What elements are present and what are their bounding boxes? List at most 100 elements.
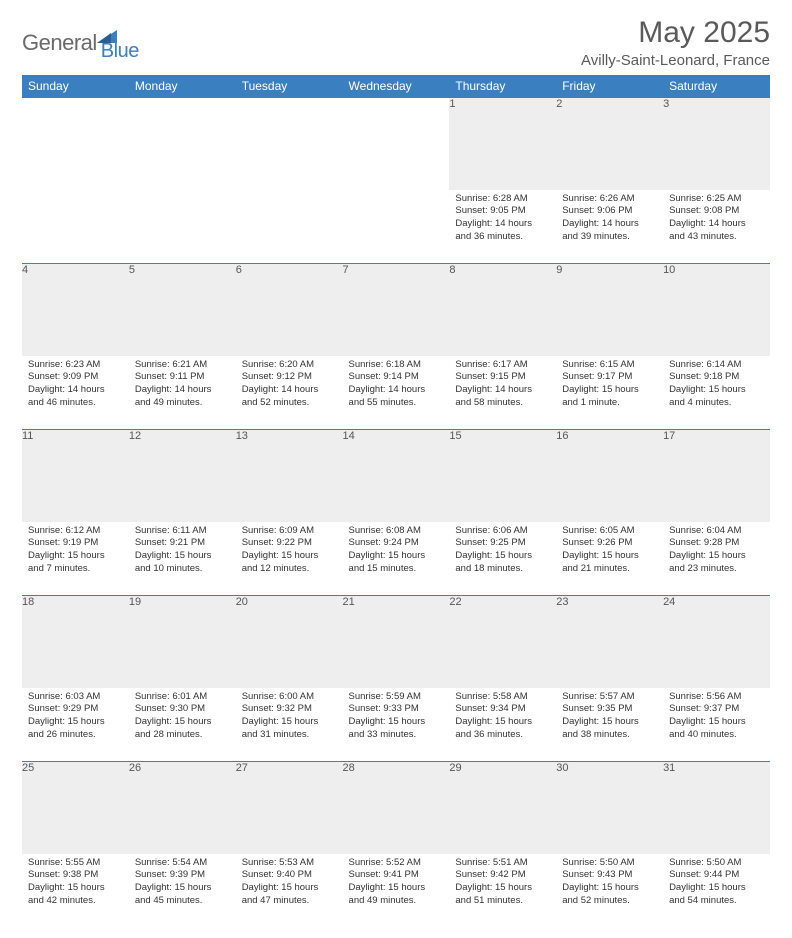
day-header-row: SundayMondayTuesdayWednesdayThursdayFrid…	[22, 75, 770, 98]
date-body-row: Sunrise: 6:03 AMSunset: 9:29 PMDaylight:…	[22, 688, 770, 762]
date-number-cell: 21	[343, 596, 450, 688]
date-number-cell: 18	[22, 596, 129, 688]
date-number-row: 123	[22, 98, 770, 190]
day-details: Sunrise: 6:25 AMSunset: 9:08 PMDaylight:…	[663, 190, 770, 246]
date-number-cell: 30	[556, 762, 663, 854]
date-number-cell: 2	[556, 98, 663, 190]
date-number-row: 25262728293031	[22, 762, 770, 854]
calendar-table: SundayMondayTuesdayWednesdayThursdayFrid…	[22, 75, 770, 928]
date-number-cell: 14	[343, 430, 450, 522]
day-details: Sunrise: 5:56 AMSunset: 9:37 PMDaylight:…	[663, 688, 770, 744]
day-details: Sunrise: 5:57 AMSunset: 9:35 PMDaylight:…	[556, 688, 663, 744]
date-number-cell: 31	[663, 762, 770, 854]
date-body-cell: Sunrise: 5:59 AMSunset: 9:33 PMDaylight:…	[343, 688, 450, 762]
day-details: Sunrise: 6:08 AMSunset: 9:24 PMDaylight:…	[343, 522, 450, 578]
date-body-cell: Sunrise: 5:53 AMSunset: 9:40 PMDaylight:…	[236, 854, 343, 928]
date-number-cell: 4	[22, 264, 129, 356]
day-details: Sunrise: 6:05 AMSunset: 9:26 PMDaylight:…	[556, 522, 663, 578]
day-details: Sunrise: 6:17 AMSunset: 9:15 PMDaylight:…	[449, 356, 556, 412]
day-header: Sunday	[22, 75, 129, 98]
date-body-cell: Sunrise: 5:56 AMSunset: 9:37 PMDaylight:…	[663, 688, 770, 762]
date-body-cell	[22, 190, 129, 264]
date-number-cell: 17	[663, 430, 770, 522]
date-body-cell: Sunrise: 6:20 AMSunset: 9:12 PMDaylight:…	[236, 356, 343, 430]
day-header: Saturday	[663, 75, 770, 98]
date-number-cell: 25	[22, 762, 129, 854]
day-details: Sunrise: 6:00 AMSunset: 9:32 PMDaylight:…	[236, 688, 343, 744]
day-details: Sunrise: 5:53 AMSunset: 9:40 PMDaylight:…	[236, 854, 343, 910]
date-body-row: Sunrise: 6:12 AMSunset: 9:19 PMDaylight:…	[22, 522, 770, 596]
date-body-cell: Sunrise: 5:52 AMSunset: 9:41 PMDaylight:…	[343, 854, 450, 928]
date-number-cell: 13	[236, 430, 343, 522]
date-body-cell: Sunrise: 5:55 AMSunset: 9:38 PMDaylight:…	[22, 854, 129, 928]
date-body-cell: Sunrise: 6:08 AMSunset: 9:24 PMDaylight:…	[343, 522, 450, 596]
date-body-cell	[236, 190, 343, 264]
date-body-cell: Sunrise: 6:09 AMSunset: 9:22 PMDaylight:…	[236, 522, 343, 596]
date-number-cell: 10	[663, 264, 770, 356]
date-number-cell: 3	[663, 98, 770, 190]
day-details: Sunrise: 6:12 AMSunset: 9:19 PMDaylight:…	[22, 522, 129, 578]
day-details: Sunrise: 6:26 AMSunset: 9:06 PMDaylight:…	[556, 190, 663, 246]
day-details: Sunrise: 5:59 AMSunset: 9:33 PMDaylight:…	[343, 688, 450, 744]
date-body-cell: Sunrise: 6:28 AMSunset: 9:05 PMDaylight:…	[449, 190, 556, 264]
date-body-cell: Sunrise: 5:50 AMSunset: 9:44 PMDaylight:…	[663, 854, 770, 928]
date-body-cell: Sunrise: 6:14 AMSunset: 9:18 PMDaylight:…	[663, 356, 770, 430]
date-number-cell	[129, 98, 236, 190]
date-body-row: Sunrise: 5:55 AMSunset: 9:38 PMDaylight:…	[22, 854, 770, 928]
day-details: Sunrise: 6:21 AMSunset: 9:11 PMDaylight:…	[129, 356, 236, 412]
date-body-cell: Sunrise: 6:04 AMSunset: 9:28 PMDaylight:…	[663, 522, 770, 596]
page: General Blue May 2025 Avilly-Saint-Leona…	[0, 0, 792, 938]
date-number-cell: 22	[449, 596, 556, 688]
date-body-cell: Sunrise: 6:21 AMSunset: 9:11 PMDaylight:…	[129, 356, 236, 430]
day-details: Sunrise: 5:52 AMSunset: 9:41 PMDaylight:…	[343, 854, 450, 910]
day-details: Sunrise: 6:06 AMSunset: 9:25 PMDaylight:…	[449, 522, 556, 578]
date-body-row: Sunrise: 6:23 AMSunset: 9:09 PMDaylight:…	[22, 356, 770, 430]
day-details: Sunrise: 6:09 AMSunset: 9:22 PMDaylight:…	[236, 522, 343, 578]
date-number-cell: 27	[236, 762, 343, 854]
date-number-cell: 24	[663, 596, 770, 688]
date-body-cell: Sunrise: 6:12 AMSunset: 9:19 PMDaylight:…	[22, 522, 129, 596]
date-body-cell: Sunrise: 6:17 AMSunset: 9:15 PMDaylight:…	[449, 356, 556, 430]
day-details: Sunrise: 6:28 AMSunset: 9:05 PMDaylight:…	[449, 190, 556, 246]
date-number-row: 18192021222324	[22, 596, 770, 688]
date-body-cell: Sunrise: 6:05 AMSunset: 9:26 PMDaylight:…	[556, 522, 663, 596]
date-number-cell	[343, 98, 450, 190]
date-body-cell: Sunrise: 6:23 AMSunset: 9:09 PMDaylight:…	[22, 356, 129, 430]
date-body-cell: Sunrise: 6:18 AMSunset: 9:14 PMDaylight:…	[343, 356, 450, 430]
day-details: Sunrise: 6:23 AMSunset: 9:09 PMDaylight:…	[22, 356, 129, 412]
date-number-cell: 9	[556, 264, 663, 356]
date-body-cell: Sunrise: 5:51 AMSunset: 9:42 PMDaylight:…	[449, 854, 556, 928]
date-number-cell: 20	[236, 596, 343, 688]
date-body-cell: Sunrise: 5:50 AMSunset: 9:43 PMDaylight:…	[556, 854, 663, 928]
date-number-cell: 26	[129, 762, 236, 854]
page-title: May 2025	[581, 16, 770, 50]
date-body-cell: Sunrise: 6:03 AMSunset: 9:29 PMDaylight:…	[22, 688, 129, 762]
date-body-row: Sunrise: 6:28 AMSunset: 9:05 PMDaylight:…	[22, 190, 770, 264]
date-number-cell: 28	[343, 762, 450, 854]
day-details: Sunrise: 6:04 AMSunset: 9:28 PMDaylight:…	[663, 522, 770, 578]
date-body-cell: Sunrise: 6:15 AMSunset: 9:17 PMDaylight:…	[556, 356, 663, 430]
date-number-row: 45678910	[22, 264, 770, 356]
page-subtitle: Avilly-Saint-Leonard, France	[581, 52, 770, 69]
day-details: Sunrise: 6:01 AMSunset: 9:30 PMDaylight:…	[129, 688, 236, 744]
day-details: Sunrise: 6:14 AMSunset: 9:18 PMDaylight:…	[663, 356, 770, 412]
date-body-cell: Sunrise: 6:06 AMSunset: 9:25 PMDaylight:…	[449, 522, 556, 596]
date-number-cell: 15	[449, 430, 556, 522]
logo: General Blue	[22, 16, 139, 63]
day-details: Sunrise: 6:11 AMSunset: 9:21 PMDaylight:…	[129, 522, 236, 578]
date-number-cell: 19	[129, 596, 236, 688]
date-number-cell: 7	[343, 264, 450, 356]
day-details: Sunrise: 6:03 AMSunset: 9:29 PMDaylight:…	[22, 688, 129, 744]
logo-text-blue: Blue	[101, 40, 139, 63]
logo-text-general: General	[22, 30, 97, 56]
day-details: Sunrise: 5:55 AMSunset: 9:38 PMDaylight:…	[22, 854, 129, 910]
day-details: Sunrise: 5:58 AMSunset: 9:34 PMDaylight:…	[449, 688, 556, 744]
date-number-cell: 1	[449, 98, 556, 190]
date-number-cell	[22, 98, 129, 190]
day-details: Sunrise: 6:15 AMSunset: 9:17 PMDaylight:…	[556, 356, 663, 412]
date-number-cell: 12	[129, 430, 236, 522]
day-header: Friday	[556, 75, 663, 98]
date-body-cell: Sunrise: 6:01 AMSunset: 9:30 PMDaylight:…	[129, 688, 236, 762]
date-number-cell: 8	[449, 264, 556, 356]
date-number-cell	[236, 98, 343, 190]
